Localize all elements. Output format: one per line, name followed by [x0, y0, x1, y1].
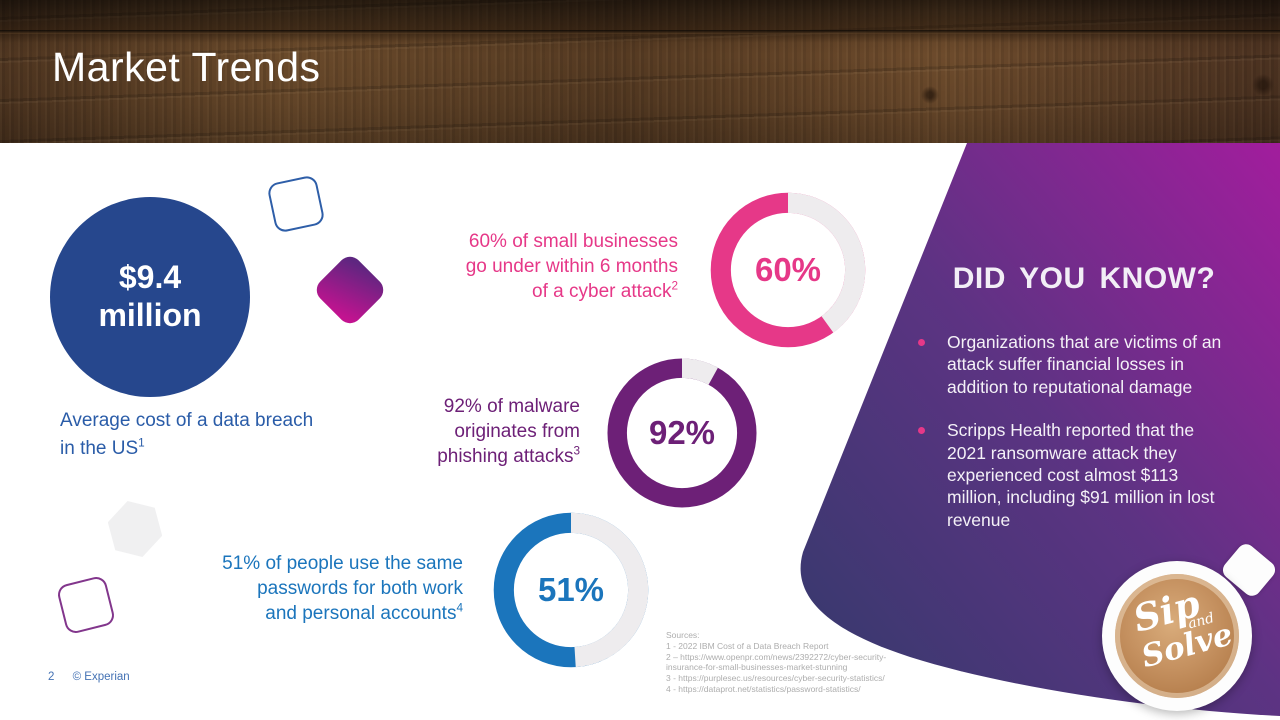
stat-circle: $9.4 million [50, 197, 250, 397]
slide-footer: 2 © Experian [48, 671, 130, 683]
donut-gap [710, 192, 866, 348]
did-you-know-heading: DID YOU KNOW? [952, 262, 1216, 295]
wood-plank-ridge [0, 30, 1280, 34]
stat-value: $9.4 million [98, 259, 202, 333]
donut-caption-text: 60% of small businesses go under within … [465, 231, 678, 302]
donut-caption-text: 51% of people use the same passwords for… [222, 553, 463, 624]
bullet-text: Organizations that are victims of an att… [947, 332, 1222, 397]
donut-chart-92: 92% [601, 352, 763, 514]
logo-script-text: Sip and Solve [1101, 560, 1253, 712]
sip-and-solve-logo: Sip and Solve [1100, 540, 1279, 720]
donut-label: 60% [754, 251, 822, 288]
header-banner: Market Trends [0, 0, 1280, 143]
donut-label: 51% [537, 571, 605, 608]
decor-outline-square-blue [266, 174, 326, 234]
donut-caption: 92% of malware originates from phishing … [437, 394, 580, 469]
donut-chart-51: 51% [487, 506, 655, 674]
donut-caption: 60% of small businesses go under within … [466, 229, 678, 304]
bullet-dot-icon [918, 427, 925, 435]
donut-caption: 51% of people use the same passwords for… [222, 551, 463, 626]
stat-caption-text: Average cost of a data breach in the US [60, 410, 314, 459]
page-title: Market Trends [52, 44, 321, 90]
latte-foam: Sip and Solve [1115, 574, 1239, 698]
footnote-marker: 4 [456, 601, 463, 615]
list-item: Organizations that are victims of an att… [916, 331, 1252, 398]
donut-label: 92% [648, 414, 716, 451]
stat-footnote-marker: 1 [138, 436, 145, 450]
footnote-marker: 3 [573, 444, 580, 458]
donut-gap [607, 358, 757, 508]
list-item: Scripps Health reported that the 2021 ra… [916, 419, 1252, 531]
copyright: © Experian [72, 671, 130, 683]
donut-gap [493, 512, 649, 668]
donut-caption-text: 92% of malware originates from phishing … [437, 396, 580, 467]
page-number: 2 [48, 671, 55, 683]
bullet-dot-icon [918, 339, 925, 346]
footnote-marker: 2 [671, 279, 678, 293]
did-you-know-list: Organizations that are victims of an att… [916, 331, 1252, 552]
coffee-cup: Sip and Solve [1102, 561, 1252, 711]
donut-chart-60: 60% [704, 186, 872, 354]
bullet-text: Scripps Health reported that the 2021 ra… [947, 420, 1215, 530]
sources-footnotes: Sources: 1 - 2022 IBM Cost of a Data Bre… [666, 630, 887, 694]
stat-caption: Average cost of a data breach in the US1 [60, 407, 340, 463]
